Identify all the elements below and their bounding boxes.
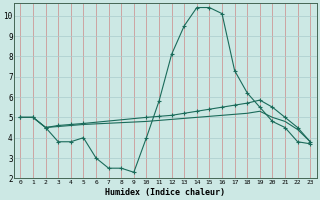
- X-axis label: Humidex (Indice chaleur): Humidex (Indice chaleur): [105, 188, 225, 197]
